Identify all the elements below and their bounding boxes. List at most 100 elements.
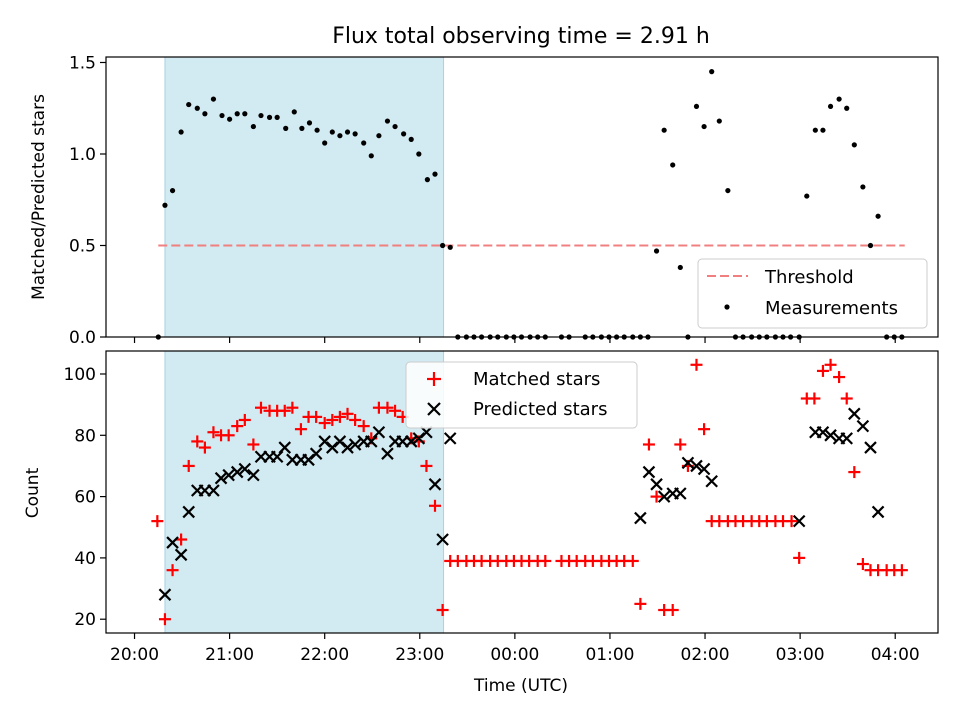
measurement-point xyxy=(677,264,683,271)
bottom-y-tick-label: 20 xyxy=(74,610,96,630)
predicted-point xyxy=(174,548,188,562)
predicted-point-b xyxy=(634,511,647,525)
predicted-point xyxy=(443,432,457,445)
predicted-point-b xyxy=(650,478,663,491)
matched-point xyxy=(151,515,164,528)
top-y-tick-label: 1.5 xyxy=(69,53,96,73)
bottom-x-tick-label: 21:00 xyxy=(205,645,254,665)
measurement-point xyxy=(653,248,660,254)
bottom-x-tick-label: 00:00 xyxy=(490,645,539,665)
matched-point xyxy=(808,392,821,405)
bottom-x-tick-label: 20:00 xyxy=(110,645,159,665)
predicted-point xyxy=(372,425,386,439)
predicted-point xyxy=(238,462,252,476)
matched-point xyxy=(428,499,441,512)
predicted-point xyxy=(247,468,260,482)
predicted-point xyxy=(697,462,711,476)
measurement-point xyxy=(274,114,280,120)
predicted-point xyxy=(365,435,378,448)
measurement-point xyxy=(693,103,700,110)
predicted-point-b xyxy=(792,514,806,528)
bottom-y-tick-label: 80 xyxy=(74,426,96,446)
measurement-point xyxy=(716,118,722,124)
predicted-point xyxy=(348,438,362,451)
matched-point xyxy=(158,613,171,626)
predicted-point xyxy=(420,425,433,439)
measurement-point xyxy=(291,109,297,115)
predicted-point xyxy=(642,465,656,479)
legend-matched-label: Matched stars xyxy=(473,369,600,390)
legend-predicted-label: Predicted stars xyxy=(473,399,607,420)
measurement-point xyxy=(361,140,367,146)
legend-threshold-label: Threshold xyxy=(764,267,854,288)
matched-point xyxy=(333,410,346,423)
predicted-point xyxy=(278,441,292,454)
matched-point xyxy=(278,404,291,417)
bottom-x-tick-label: 03:00 xyxy=(776,645,825,665)
predicted-point-b xyxy=(690,459,703,473)
matched-point xyxy=(816,364,829,377)
predicted-point-b xyxy=(642,465,656,479)
measurement-point xyxy=(851,142,857,148)
predicted-point-b xyxy=(816,425,830,439)
bottom-plot-area xyxy=(151,358,908,626)
measurement-point xyxy=(725,187,731,194)
measurement-point xyxy=(337,133,343,139)
matched-point xyxy=(626,554,639,567)
measurement-point xyxy=(169,187,176,194)
top-y-axis-label: Matched/Predicted stars xyxy=(29,94,49,300)
predicted-point-b xyxy=(270,450,284,464)
matched-point xyxy=(698,423,711,436)
predicted-point-b xyxy=(309,447,323,460)
bottom-legend: Matched stars Predicted stars xyxy=(405,361,638,429)
predicted-point-b xyxy=(428,478,442,491)
predicted-point-b xyxy=(840,432,853,445)
matched-point xyxy=(182,459,195,472)
matched-point xyxy=(341,407,354,420)
top-shaded-span xyxy=(164,56,445,338)
predicted-point xyxy=(690,459,703,473)
matched-point xyxy=(690,358,703,371)
bottom-x-tick-label: 04:00 xyxy=(871,645,920,665)
predicted-point xyxy=(856,419,870,433)
top-y-tick-label: 1.0 xyxy=(69,145,96,165)
measurement-point xyxy=(306,120,313,126)
predicted-point-b xyxy=(158,588,172,601)
predicted-point xyxy=(309,447,323,460)
bottom-x-axis: 20:00 21:00 22:00 23:00 00:00 01:00 02:00 03:00… xyxy=(110,633,920,665)
matched-point xyxy=(357,420,370,433)
matched-point xyxy=(326,413,339,426)
measurement-point xyxy=(860,184,866,190)
measurement-point xyxy=(670,162,676,168)
predicted-point-b xyxy=(365,435,378,448)
predicted-point xyxy=(207,484,220,497)
predicted-point-b xyxy=(705,474,718,488)
measurement-point xyxy=(234,111,240,117)
measurement-point xyxy=(844,105,850,111)
matched-point xyxy=(310,410,323,423)
predicted-point xyxy=(428,478,442,491)
matched-point xyxy=(389,404,402,417)
predicted-point-b xyxy=(657,490,671,503)
predicted-point xyxy=(681,456,695,470)
predicted-point xyxy=(650,478,663,491)
matched-point xyxy=(785,515,798,528)
measurement-point xyxy=(314,127,320,133)
matched-point xyxy=(840,392,853,405)
predicted-point-b xyxy=(174,548,188,562)
bottom-x-tick-label: 02:00 xyxy=(681,645,730,665)
predicted-point-b xyxy=(381,447,394,460)
measurement-point xyxy=(701,123,707,130)
predicted-point-b xyxy=(348,438,362,451)
measurement-point xyxy=(299,125,305,131)
matched-point xyxy=(824,358,837,371)
predicted-point-b xyxy=(436,533,449,546)
measurement-point xyxy=(392,123,398,130)
matched-point xyxy=(286,401,299,414)
measurement-point xyxy=(820,127,826,133)
top-legend: Threshold Measurements xyxy=(697,258,928,329)
chart-title: Flux total observing time = 2.91 h xyxy=(332,24,710,49)
matched-point xyxy=(674,438,687,451)
predicted-point-b xyxy=(333,435,347,448)
